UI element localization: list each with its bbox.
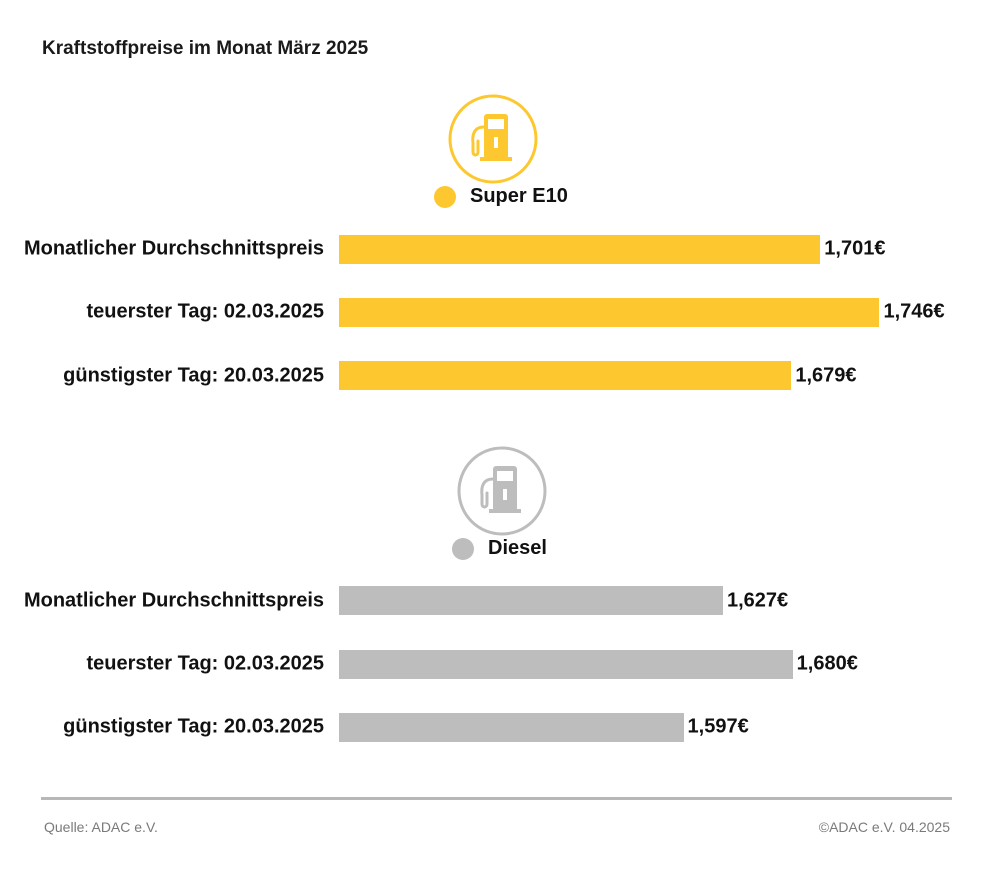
bar: [339, 586, 723, 615]
bar-value-label: 1,627€: [726, 589, 789, 612]
legend-label-diesel: Diesel: [488, 537, 547, 559]
fuel-pump-icon: [457, 446, 547, 536]
row-label: günstigster Tag: 20.03.2025: [63, 364, 324, 387]
row-label: günstigster Tag: 20.03.2025: [63, 715, 324, 738]
copyright-note: ©ADAC e.V. 04.2025: [818, 819, 950, 835]
legend-dot-super-e10: [434, 185, 456, 208]
legend-label-super-e10: Super E10: [470, 185, 568, 207]
bar: [339, 235, 821, 264]
chart-title: Kraftstoffpreise im Monat März 2025: [42, 38, 369, 59]
legend-super-e10: Super E10: [434, 185, 568, 208]
bar-value-label: 1,597€: [687, 715, 749, 738]
row-label: Monatlicher Durchschnittspreis: [23, 589, 324, 612]
bar: [339, 361, 792, 390]
bar-value-label: 1,680€: [796, 652, 858, 675]
bar-value-label: 1,679€: [795, 364, 857, 387]
row-label: teuerster Tag: 02.03.2025: [86, 652, 324, 675]
bar-value-label: 1,746€: [883, 300, 945, 323]
footer-divider: [41, 797, 952, 800]
bar: [339, 713, 684, 742]
legend-dot-diesel: [452, 537, 474, 560]
row-label: Monatlicher Durchschnittspreis: [23, 237, 324, 260]
legend-diesel: Diesel: [452, 537, 547, 560]
source-note: Quelle: ADAC e.V.: [44, 819, 158, 835]
row-label: teuerster Tag: 02.03.2025: [86, 300, 324, 323]
bar-value-label: 1,701€: [824, 237, 886, 260]
fuel-pump-icon: [448, 94, 538, 184]
bar: [339, 650, 793, 679]
bar: [339, 298, 880, 327]
